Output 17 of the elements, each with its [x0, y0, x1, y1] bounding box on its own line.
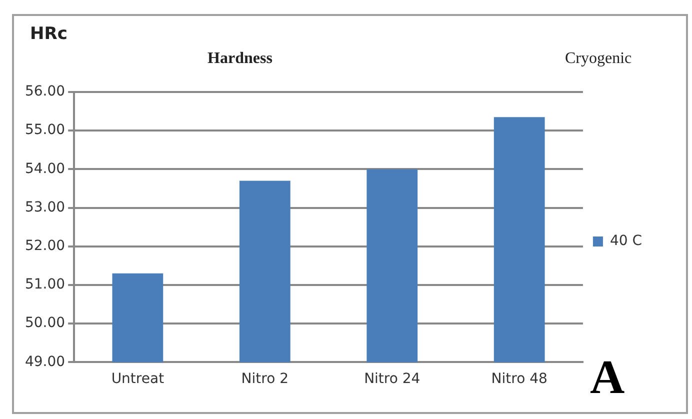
y-tick-label: 49.00: [24, 354, 66, 370]
y-tick-label: 54.00: [24, 160, 66, 177]
y-tick-label: 53.00: [24, 199, 66, 216]
y-tick-label: 51.00: [24, 276, 66, 293]
legend-label: 40 C: [610, 233, 642, 250]
text: Cryogenic: [565, 50, 632, 68]
x-tick-label: Nitro 2: [241, 371, 289, 388]
x-tick-label: Untreat: [111, 371, 165, 388]
x-tick-label: Nitro 24: [364, 371, 420, 388]
y-tick-label: 55.00: [24, 122, 66, 138]
y-axis-title: HRc: [30, 24, 68, 44]
y-tick-label: 56.00: [24, 84, 66, 100]
chart-title: Hardness: [206, 50, 274, 68]
y-tick-label: 50.00: [24, 315, 66, 332]
x-tick-label: Nitro 48: [491, 371, 548, 388]
y-tick-label: 52.00: [24, 238, 66, 254]
text: A: [590, 350, 625, 405]
